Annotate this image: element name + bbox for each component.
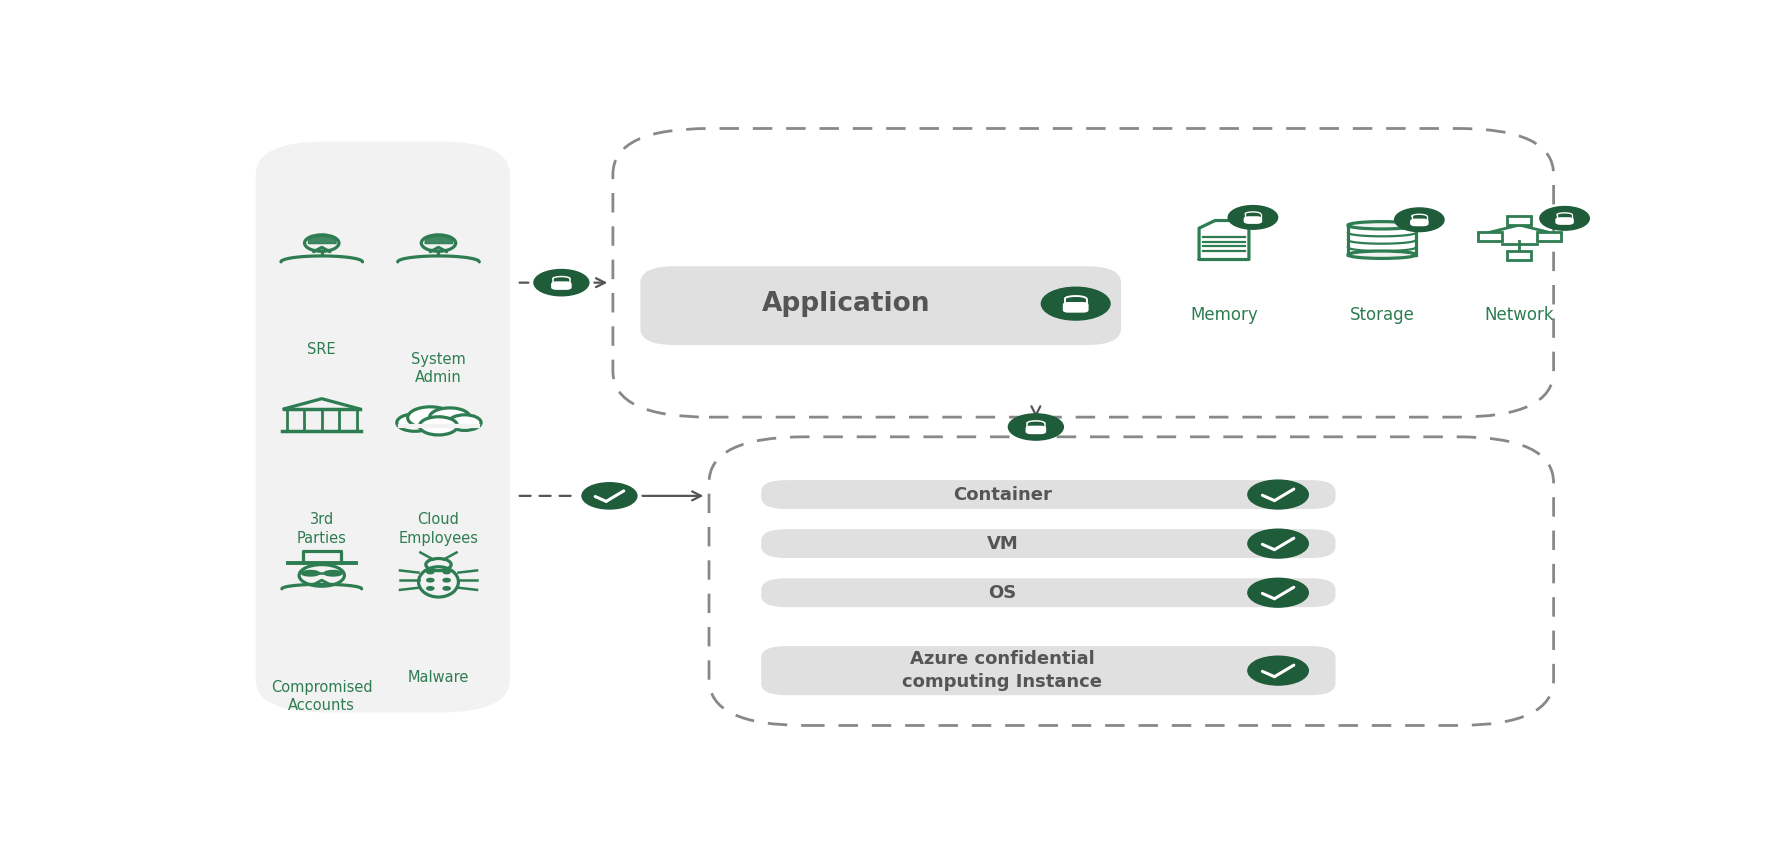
FancyBboxPatch shape [762, 529, 1336, 558]
Circle shape [1247, 529, 1308, 558]
FancyBboxPatch shape [762, 579, 1336, 607]
Circle shape [1247, 481, 1308, 509]
Ellipse shape [301, 571, 319, 576]
Circle shape [533, 269, 588, 296]
Ellipse shape [324, 571, 342, 576]
Circle shape [397, 414, 432, 431]
FancyBboxPatch shape [1536, 233, 1561, 241]
Ellipse shape [1348, 251, 1416, 258]
Circle shape [1042, 287, 1109, 320]
FancyBboxPatch shape [762, 481, 1336, 509]
Circle shape [1008, 414, 1063, 440]
Circle shape [443, 570, 450, 573]
Text: Malware: Malware [408, 670, 470, 685]
FancyBboxPatch shape [551, 281, 572, 290]
Circle shape [1395, 208, 1444, 232]
FancyBboxPatch shape [1063, 302, 1088, 313]
Circle shape [1247, 579, 1308, 607]
Circle shape [443, 579, 450, 582]
Text: SRE: SRE [307, 342, 337, 357]
FancyBboxPatch shape [1508, 216, 1531, 225]
Circle shape [420, 417, 457, 435]
FancyBboxPatch shape [1244, 216, 1262, 224]
Circle shape [1247, 656, 1308, 685]
FancyBboxPatch shape [640, 266, 1122, 345]
Circle shape [429, 408, 470, 428]
FancyBboxPatch shape [1026, 426, 1045, 435]
Text: Container: Container [953, 486, 1053, 504]
FancyBboxPatch shape [1478, 233, 1501, 241]
Text: Storage: Storage [1350, 307, 1414, 325]
Circle shape [427, 587, 434, 590]
Circle shape [448, 415, 480, 430]
FancyBboxPatch shape [1508, 251, 1531, 260]
Ellipse shape [1348, 222, 1416, 229]
Text: System
Admin: System Admin [411, 352, 466, 385]
Circle shape [1228, 205, 1278, 229]
Text: Cloud
Employees: Cloud Employees [399, 512, 478, 546]
Text: Application: Application [762, 291, 930, 317]
Circle shape [427, 570, 434, 573]
Text: OS: OS [989, 584, 1017, 602]
FancyBboxPatch shape [1556, 217, 1574, 225]
Text: Network: Network [1485, 307, 1554, 325]
Text: Azure confidential
computing Instance: Azure confidential computing Instance [902, 650, 1102, 691]
FancyBboxPatch shape [762, 646, 1336, 695]
Text: 3rd
Parties: 3rd Parties [298, 512, 347, 546]
Text: Memory: Memory [1191, 307, 1258, 325]
Text: Compromised
Accounts: Compromised Accounts [271, 680, 372, 713]
Circle shape [1540, 206, 1589, 230]
Circle shape [581, 483, 636, 509]
FancyBboxPatch shape [1411, 219, 1428, 227]
Circle shape [408, 406, 454, 429]
FancyBboxPatch shape [255, 141, 510, 712]
Circle shape [427, 579, 434, 582]
Circle shape [443, 587, 450, 590]
Text: VM: VM [987, 534, 1019, 553]
